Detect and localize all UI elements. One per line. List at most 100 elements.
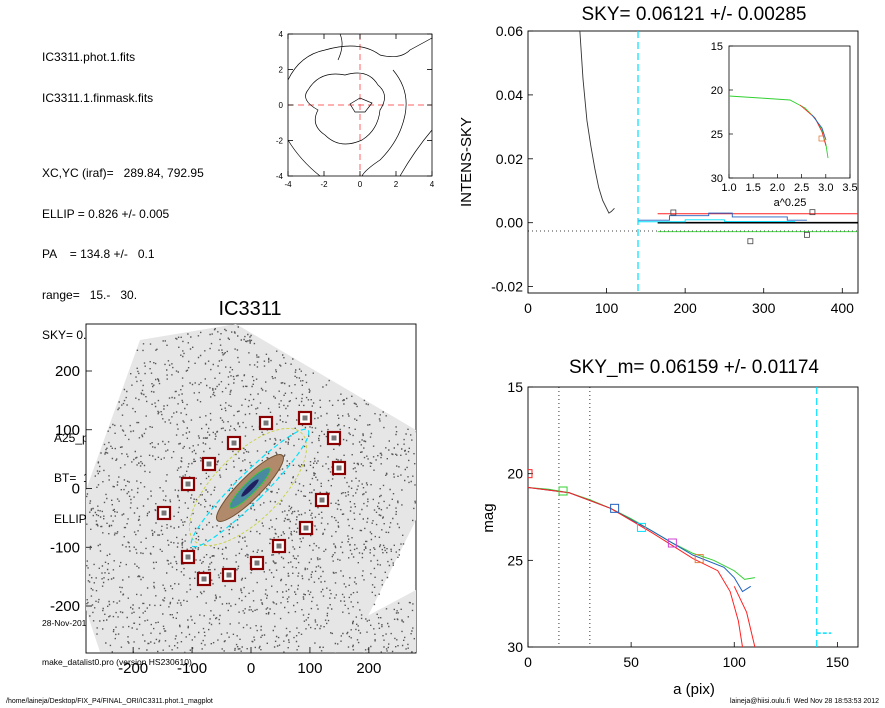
radius-marker-square [636, 522, 646, 532]
outer-isophote [188, 427, 308, 547]
pa-line: PA = 134.8 +/- 0.1 [42, 247, 155, 261]
x-tick-label: 4 [430, 180, 435, 189]
x-tick-label: -200 [118, 660, 148, 677]
y-tick-label: 2 [279, 65, 284, 74]
x-tick-label: 0 [524, 654, 532, 670]
fit-ellipse [190, 428, 310, 548]
galaxy-nucleus [241, 479, 259, 497]
mag-title: SKY_m= 0.06159 +/- 0.01174 [569, 357, 819, 378]
sky-region-content [185, 481, 191, 487]
x-tick-label: 0 [358, 180, 363, 189]
x-tick-label: 50 [623, 654, 639, 670]
image-field-corner [300, 590, 416, 652]
y-tick-label: -100 [50, 539, 80, 556]
sky-ylabel: INTENS-SKY [458, 117, 475, 207]
sky-region-content [303, 525, 309, 531]
y-tick-label: 0 [72, 481, 80, 498]
profile-curve-red [733, 586, 756, 647]
sky-region-content [336, 465, 342, 471]
radius-marker-square [528, 469, 533, 479]
x-tick-label: -4 [284, 180, 292, 189]
contour-panel: -4 -2 0 2 4 4 2 0 -2 -4 [276, 30, 435, 189]
inset-y-tick-label: 25 [711, 129, 723, 141]
contour-level-3 [287, 37, 433, 81]
x-tick-label: 100 [297, 660, 322, 677]
contour-level-5 [287, 139, 321, 177]
profile-curve-blue [528, 487, 752, 593]
ellip-line: ELLIP = 0.826 +/- 0.005 [42, 206, 170, 221]
contour-level-4 [361, 69, 407, 177]
sky-region-content [254, 560, 260, 566]
x-tick-label: 100 [595, 300, 619, 316]
inset-frame [728, 45, 851, 179]
sky-square [809, 209, 816, 216]
footer-path: /home/laineja/Desktop/FIX_P4/FINAL_ORI/I… [6, 698, 213, 705]
inset-y-tick-label: 30 [711, 173, 723, 185]
inset-x-tick-label: 3.0 [818, 182, 833, 194]
image-panel: IC3311 -200 -100 0 100 200 200 100 0 -100 -200 [50, 298, 417, 677]
y-tick-label: -200 [50, 598, 80, 615]
sky-panel: SKY= 0.06121 +/- 0.00285 INTENS-SKY 0 100… [458, 4, 859, 316]
x-tick-label: -2 [320, 180, 328, 189]
y-tick-label: 25 [507, 552, 523, 568]
mag-ylabel: mag [480, 503, 497, 532]
contour-level-1 [349, 97, 373, 113]
inset-y-tick-label: 20 [711, 85, 723, 97]
sky-region-content [319, 497, 325, 503]
profile-curve-red [528, 487, 743, 647]
inset-xlabel: a^0.25 [774, 197, 807, 209]
inset-x-tick-label: 1.0 [721, 182, 736, 194]
sky-square [670, 209, 677, 216]
radius-marker-square [610, 503, 620, 513]
radius-marker-square [667, 538, 677, 548]
program-line: make_datalist0.pro (version HS230610) [42, 657, 192, 667]
contour-level-7 [337, 33, 343, 61]
inset-y-tick-label: 15 [711, 41, 723, 53]
x-tick-label: 300 [752, 300, 776, 316]
sky-square [747, 238, 754, 245]
inset-x-tick-label: 1.5 [746, 182, 761, 194]
x-tick-label: 200 [673, 300, 697, 316]
y-tick-label: 4 [279, 30, 284, 39]
sky-title: SKY= 0.06121 +/- 0.00285 [581, 4, 806, 25]
sky-region-content [201, 576, 207, 582]
y-tick-label: 0.00 [496, 215, 523, 231]
sky-region-content [185, 554, 191, 560]
sky-region-content [231, 440, 237, 446]
y-tick-label: 15 [507, 379, 523, 395]
sky-frame [527, 30, 859, 294]
radius-marker-square [694, 554, 704, 564]
y-tick-label: 20 [507, 466, 523, 482]
sky-square [804, 231, 810, 238]
mag-xlabel: a (pix) [673, 681, 715, 698]
sky-region-content [331, 435, 337, 441]
sky-region-content [302, 415, 308, 421]
sky-region-content [226, 572, 232, 578]
x-tick-label: 200 [356, 660, 381, 677]
mag-panel: SKY_m= 0.06159 +/- 0.01174 mag a (pix) 0… [480, 357, 859, 698]
sky-region-content [263, 420, 269, 426]
file-name-line: IC3311.phot.1.fits [42, 50, 136, 64]
y-tick-label: -0.02 [491, 279, 523, 295]
sky-cyan-steps [638, 219, 796, 223]
y-tick-label: 30 [507, 639, 523, 655]
sky-inset: a^0.25 1.0 1.5 2.0 2.5 3.0 3.5 15 20 25 30 [711, 41, 858, 209]
sky-region-content [206, 461, 212, 467]
inset-x-tick-label: 2.5 [794, 182, 809, 194]
mask-name-line: IC3311.1.finmask.fits [42, 90, 154, 105]
inset-blue-curve [811, 114, 827, 141]
y-tick-label: 100 [55, 422, 80, 439]
x-tick-label: 150 [826, 654, 850, 670]
x-tick-label: 0 [247, 660, 255, 677]
x-tick-label: 2 [394, 180, 399, 189]
y-tick-label: -2 [276, 136, 284, 145]
footer-user: laineja@hiisi.oulu.fi Wed Nov 28 18:53:5… [729, 698, 879, 705]
range-line: range= 15.- 30. [42, 287, 138, 302]
contour-level-6 [399, 129, 433, 177]
y-tick-label: 200 [55, 363, 80, 380]
x-tick-label: 400 [831, 300, 855, 316]
image-title: IC3311 [218, 298, 281, 320]
x-tick-label: 0 [524, 300, 532, 316]
x-tick-label: 100 [723, 654, 747, 670]
